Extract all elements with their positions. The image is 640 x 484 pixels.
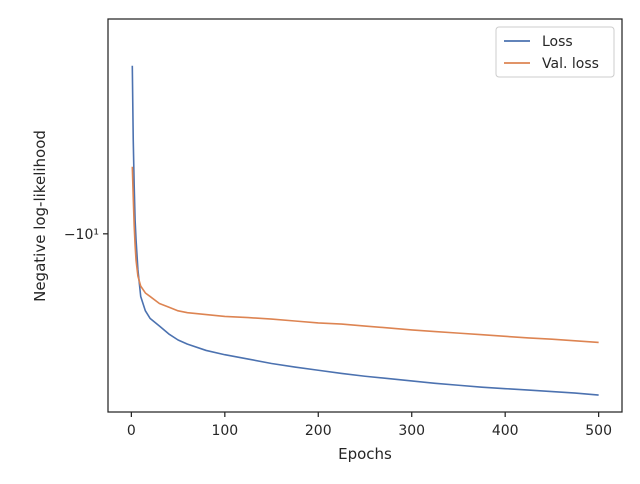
series-line-1 bbox=[131, 166, 599, 344]
x-axis-label: Epochs bbox=[338, 445, 392, 463]
x-tick-label: 300 bbox=[398, 423, 425, 439]
x-tick-label: 400 bbox=[492, 423, 519, 439]
series-layer bbox=[131, 65, 599, 396]
legend-box bbox=[495, 26, 615, 78]
x-tick-label: 0 bbox=[127, 423, 136, 439]
plot-background bbox=[108, 19, 622, 412]
legend-label: Val. loss bbox=[542, 56, 599, 72]
x-tick-label: 200 bbox=[305, 423, 332, 439]
y-tick-label: −10¹ bbox=[64, 227, 99, 243]
legend-label: Loss bbox=[542, 34, 573, 50]
ticks-layer: 0 100 200 300 400 500 −10¹ bbox=[64, 227, 612, 439]
plot-frame bbox=[107, 18, 623, 413]
y-axis-label: Negative log-likelihood bbox=[31, 130, 49, 302]
legend: Loss Val. loss bbox=[495, 26, 615, 78]
x-tick-label: 500 bbox=[585, 423, 612, 439]
x-tick-label: 100 bbox=[211, 423, 238, 439]
